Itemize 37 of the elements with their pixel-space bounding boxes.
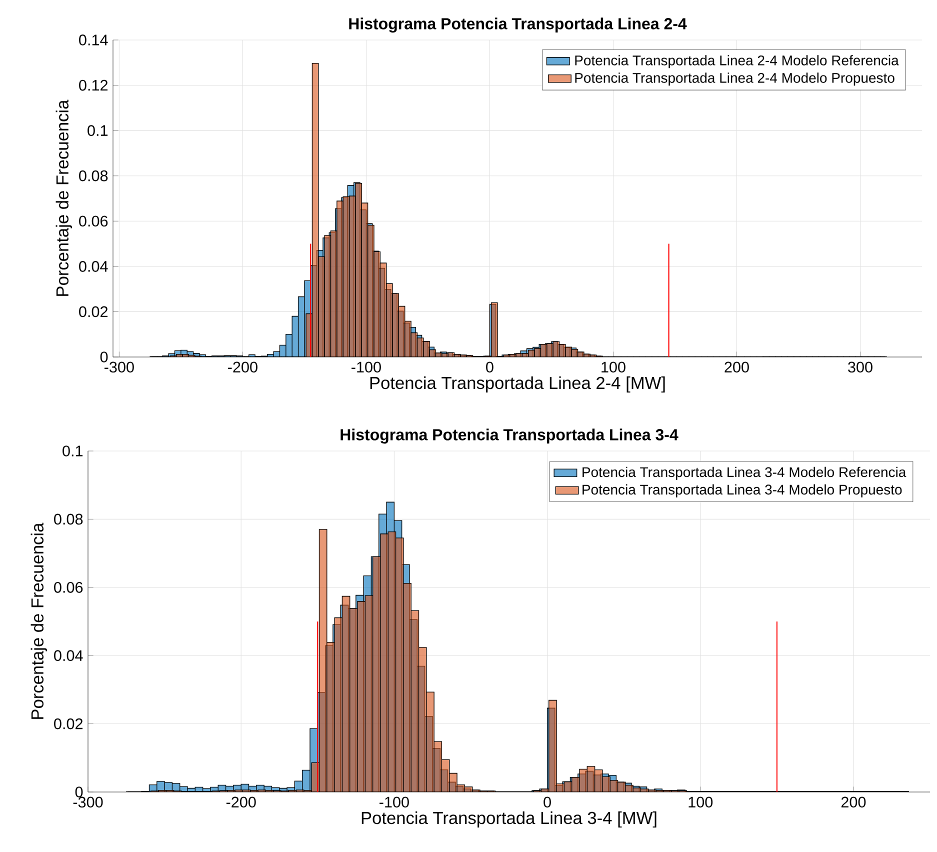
y-tick-label: 0.04: [79, 260, 108, 272]
x-tick-label: -300: [73, 796, 103, 808]
y-axis-title: Porcentaje de Frecuencia: [56, 100, 72, 296]
y-tick-label: 0.04: [54, 650, 83, 662]
y-tick-label: 0.06: [79, 216, 108, 227]
x-tick-label: 0: [486, 362, 494, 373]
y-tick-label: 0: [100, 352, 108, 362]
y-tick-label: 0.1: [88, 125, 108, 136]
y-axis-title: Porcentaje de Frecuencia: [30, 522, 47, 719]
x-tick-label: -200: [226, 796, 256, 808]
x-tick-label: 300: [848, 362, 872, 373]
x-tick-label: -100: [380, 796, 409, 808]
chart-title: Histograma Potencia Transportada Linea 3-4: [340, 428, 678, 444]
y-tick-label: 0.02: [79, 306, 108, 318]
x-tick-label: 100: [688, 796, 713, 808]
y-tick-label: 0.1: [62, 446, 83, 456]
x-tick-label: 100: [602, 362, 626, 373]
x-tick-label: -200: [228, 362, 258, 373]
x-axis-title: Potencia Transportada Linea 2-4 [MW]: [370, 376, 665, 393]
y-tick-label: 0: [75, 786, 83, 798]
x-tick-label: -300: [104, 362, 134, 373]
chart-title: Histograma Potencia Transportada Linea 2-4: [349, 18, 687, 33]
x-tick-label: 200: [841, 796, 866, 808]
y-tick-label: 0.08: [54, 514, 83, 525]
y-tick-label: 0.14: [79, 34, 108, 46]
legend-label: Potencia Transportada Linea 3-4 Modelo Propuesto: [582, 484, 902, 498]
y-tick-label: 0.12: [79, 80, 108, 91]
y-tick-label: 0.08: [79, 170, 108, 182]
x-tick-label: 200: [724, 362, 749, 373]
legend-label: Potencia Transportada Linea 3-4 Modelo Referencia: [582, 466, 906, 480]
legend-label: Potencia Transportada Linea 2-4 Modelo Propuesto: [575, 72, 894, 86]
y-tick-label: 0.06: [54, 582, 83, 593]
x-axis-title: Potencia Transportada Linea 3-4 [MW]: [362, 811, 656, 828]
y-tick-label: 0.02: [54, 718, 83, 730]
x-tick-label: -100: [352, 362, 381, 373]
x-tick-label: 0: [544, 796, 551, 808]
legend-label: Potencia Transportada Linea 2-4 Modelo Referencia: [575, 55, 899, 68]
